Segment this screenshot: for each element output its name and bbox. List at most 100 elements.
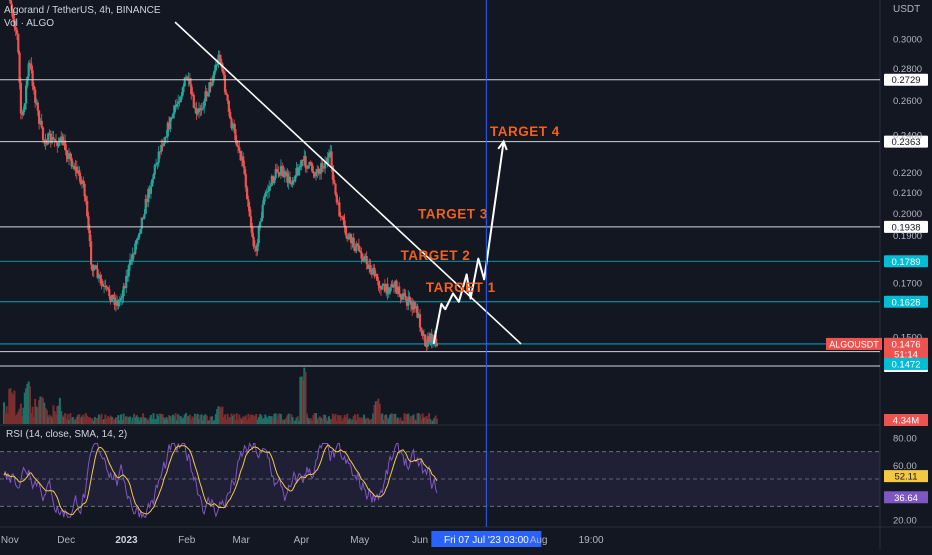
volume-bar <box>420 419 423 424</box>
candle-body <box>281 166 284 171</box>
candle-body <box>291 180 294 185</box>
volume-bar <box>194 413 197 424</box>
candle-body <box>223 74 227 93</box>
candle-body <box>156 162 159 165</box>
volume-title[interactable]: Vol · ALGO <box>4 18 55 29</box>
candle-body <box>261 204 264 219</box>
volume-bar <box>164 418 167 424</box>
volume-bar <box>283 419 286 424</box>
candle-body <box>183 77 186 87</box>
candle-body <box>270 176 273 186</box>
currency-label[interactable]: USDT <box>893 4 921 15</box>
candle-body <box>41 127 45 141</box>
candle-body <box>365 256 368 265</box>
candle-body <box>45 143 48 145</box>
candle-body <box>77 170 80 174</box>
main-legend: Algorand / TetherUS, 4h, BINANCE Vol · A… <box>4 4 161 30</box>
target-label-4: TARGET 4 <box>490 124 560 139</box>
candle-body <box>204 91 207 102</box>
volume-bar <box>402 420 405 424</box>
volume-bar <box>40 396 43 424</box>
rsi-ma-badge <box>884 470 928 483</box>
candle-body <box>287 176 290 183</box>
volume-bar <box>413 419 416 424</box>
candle-body <box>166 122 169 137</box>
candle-body <box>149 186 152 194</box>
candle-layer <box>8 0 438 351</box>
volume-bar <box>190 419 193 424</box>
candle-body <box>181 92 184 97</box>
volume-bar <box>290 414 293 424</box>
candle-body <box>213 70 216 75</box>
volume-bar <box>27 381 30 424</box>
volume-bar <box>394 413 397 424</box>
volume-bar <box>240 419 243 424</box>
volume-bar <box>264 414 267 424</box>
volume-bar <box>382 420 385 424</box>
candle-body <box>73 165 76 170</box>
volume-bar <box>151 418 154 424</box>
volume-bar <box>266 418 269 424</box>
volume-bar <box>415 420 418 424</box>
candle-body <box>377 280 380 286</box>
candle-body <box>360 252 363 259</box>
candle-body <box>311 163 314 172</box>
candle-body <box>108 289 111 297</box>
candle-body <box>110 294 113 302</box>
candle-body <box>15 29 19 35</box>
volume-bar <box>78 414 81 424</box>
time-axis-tick: Aug <box>530 535 548 546</box>
candle-body <box>43 139 46 141</box>
price-level-badge <box>884 220 928 233</box>
rsi-value: 36.64 <box>894 493 918 504</box>
candle-body <box>240 156 243 161</box>
candle-body <box>221 63 224 72</box>
volume-bar <box>296 416 299 424</box>
rsi-title[interactable]: RSI (14, close, SMA, 14, 2) <box>6 429 128 440</box>
candle-body <box>387 292 390 295</box>
volume-bar <box>244 415 247 424</box>
volume-badge <box>884 414 928 426</box>
volume-bar <box>291 417 294 424</box>
candle-body <box>329 151 332 153</box>
volume-bar <box>170 417 173 424</box>
candle-body <box>295 167 298 176</box>
candle-body <box>153 164 156 175</box>
candle-body <box>104 286 107 288</box>
candle-body <box>116 300 119 306</box>
volume-bar <box>276 419 278 424</box>
rsi-band-fill <box>0 451 880 507</box>
volume-bar <box>66 414 69 424</box>
volume-bar <box>177 414 180 424</box>
volume-bar <box>43 402 46 424</box>
candle-body <box>80 180 84 185</box>
candle-body <box>209 82 212 87</box>
volume-bar <box>70 417 73 424</box>
volume-bar <box>251 414 254 424</box>
volume-bar <box>127 417 130 424</box>
volume-bar <box>201 420 204 424</box>
volume-bar <box>83 417 86 424</box>
symbol-title[interactable]: Algorand / TetherUS, 4h, BINANCE <box>4 5 161 16</box>
volume-bar <box>112 418 115 424</box>
candle-body <box>405 300 409 306</box>
volume-bar <box>285 418 288 424</box>
volume-bar <box>138 420 141 424</box>
candle-body <box>407 296 410 306</box>
candle-body <box>278 172 281 176</box>
time-axis-tick: Nov <box>1 535 19 546</box>
volume-bar <box>434 415 437 424</box>
volume-bar <box>360 417 363 424</box>
volume-bar <box>109 415 112 424</box>
volume-bar <box>302 380 304 424</box>
candle-body <box>105 286 108 288</box>
volume-bar <box>365 418 368 424</box>
volume-bar <box>30 412 33 424</box>
volume-bar <box>429 419 432 424</box>
candle-body <box>197 108 201 113</box>
volume-bar <box>377 398 380 424</box>
volume-bar <box>364 418 367 424</box>
candle-body <box>316 168 319 172</box>
